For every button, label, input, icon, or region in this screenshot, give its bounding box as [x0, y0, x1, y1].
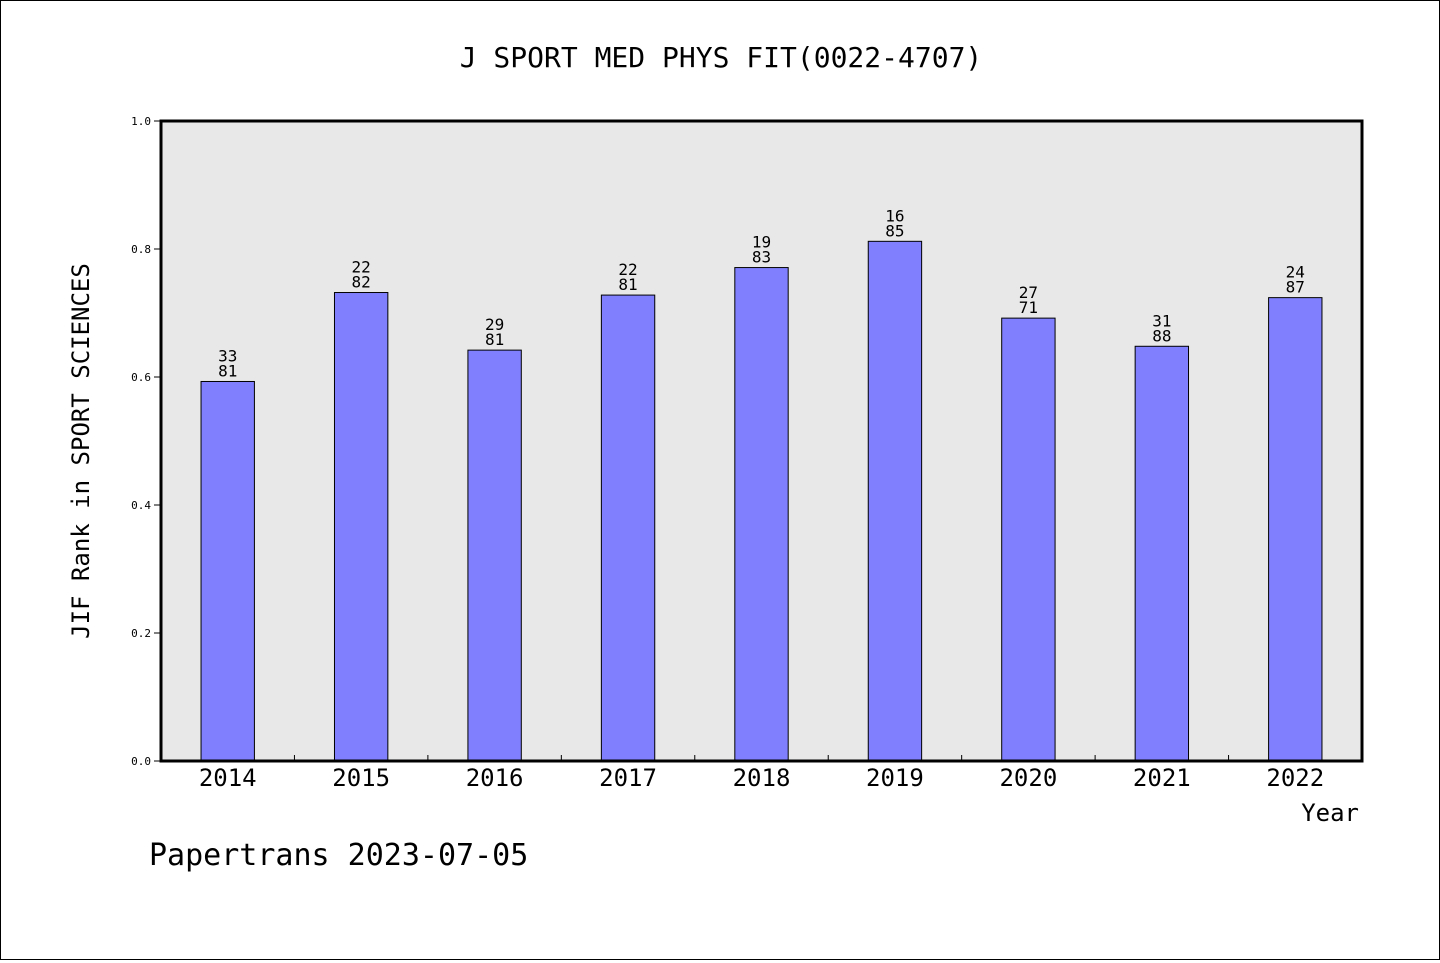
bar-total-label: 83: [752, 248, 771, 267]
bar-total-label: 88: [1152, 326, 1171, 345]
x-tick-label: 2014: [199, 764, 257, 792]
bar: [1134, 345, 1190, 762]
footer-text: Papertrans 2023-07-05: [149, 838, 528, 873]
bar: [467, 349, 522, 762]
x-tick-label: 2022: [1266, 764, 1324, 792]
bar-rank-label: 22: [618, 260, 637, 279]
bar: [1001, 317, 1056, 762]
bar-rank-label: 31: [1152, 311, 1171, 330]
bar-total-label: 85: [885, 221, 904, 240]
y-axis-label: JIF Rank in SPORT SCIENCES: [67, 263, 95, 639]
bar-total-label: 82: [352, 273, 371, 292]
x-axis-label: Year: [1301, 799, 1359, 827]
bar: [734, 267, 789, 762]
bar: [1268, 297, 1323, 762]
y-tick-label: 0.4: [131, 499, 151, 512]
x-tick-label: 2018: [733, 764, 791, 792]
bar: [200, 380, 255, 762]
bar-rank-label: 27: [1019, 283, 1038, 302]
y-tick-label: 0.0: [131, 755, 151, 768]
bar-total-label: 81: [618, 275, 637, 294]
y-tick-label: 0.8: [131, 243, 151, 256]
chart-title: J SPORT MED PHYS FIT(0022-4707): [460, 41, 983, 74]
x-tick-label: 2017: [599, 764, 657, 792]
bar-rank-label: 19: [752, 233, 771, 252]
y-tick-label: 1.0: [131, 115, 151, 128]
bar-total-label: 71: [1019, 298, 1038, 317]
y-tick-label: 0.6: [131, 371, 151, 384]
bar-total-label: 87: [1286, 278, 1305, 297]
x-tick-label: 2021: [1133, 764, 1191, 792]
bar-rank-label: 33: [218, 346, 237, 365]
bar: [333, 292, 389, 762]
bar-rank-label: 22: [352, 258, 371, 277]
y-tick-label: 0.2: [131, 627, 151, 640]
x-tick-label: 2019: [866, 764, 924, 792]
bar-rank-label: 16: [885, 206, 904, 225]
bar: [600, 294, 656, 762]
bar-rank-label: 29: [485, 315, 504, 334]
bar-total-label: 81: [218, 361, 237, 380]
bar-total-label: 81: [485, 330, 504, 349]
plot-border: [159, 119, 1364, 763]
bar: [867, 240, 923, 762]
x-tick-label: 2015: [332, 764, 390, 792]
plot-area: 0.00.20.40.60.81.03381201422822015298120…: [131, 115, 1364, 792]
bar-rank-label: 24: [1286, 263, 1305, 282]
x-tick-label: 2020: [999, 764, 1057, 792]
x-tick-label: 2016: [466, 764, 524, 792]
